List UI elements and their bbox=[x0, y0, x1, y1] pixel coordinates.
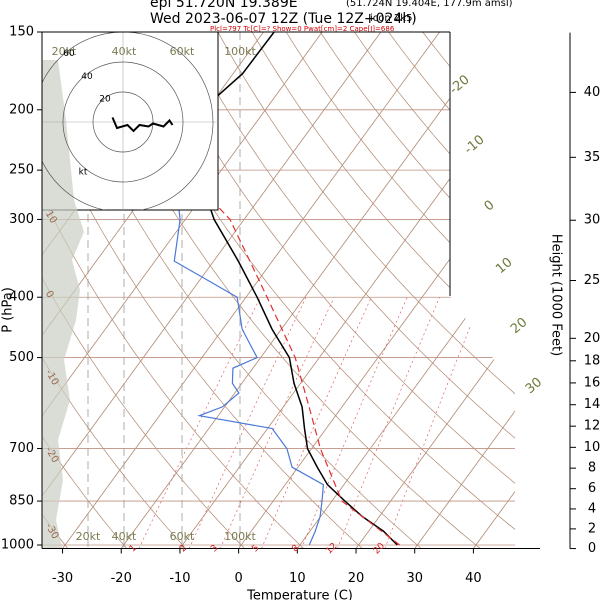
y-tick-label: 850 bbox=[9, 494, 34, 509]
isotherm-label: 30 bbox=[523, 375, 545, 397]
y-tick-label: 1000 bbox=[1, 538, 34, 553]
hodo-ring bbox=[62, 61, 184, 183]
mixing-ratio-line bbox=[138, 297, 261, 549]
isotherm-label: -20 bbox=[447, 72, 473, 97]
x-tick-label: 40 bbox=[465, 571, 482, 586]
y-tick-label: 150 bbox=[9, 25, 34, 40]
mixing-ratio-label: 2 bbox=[178, 543, 189, 554]
y-tick-label: 250 bbox=[9, 163, 34, 178]
mixing-ratio-label: 1 bbox=[128, 543, 139, 554]
profile-line bbox=[201, 189, 401, 546]
y2-tick-label: 4 bbox=[588, 501, 596, 516]
location: epi 51.720N 19.389E bbox=[150, 0, 298, 11]
y2-tick-label: 12 bbox=[584, 419, 600, 434]
isotherm bbox=[120, 32, 499, 549]
mixing-ratio-line bbox=[301, 297, 408, 549]
isotherm-label: 20 bbox=[508, 315, 530, 337]
isotherm bbox=[238, 32, 515, 549]
mixing-ratio-label: 5 bbox=[250, 543, 261, 554]
dry-adiabat bbox=[183, 32, 515, 549]
y2-tick-label: 20 bbox=[584, 331, 600, 346]
hodo-ring-label: 20 bbox=[99, 95, 111, 105]
dry-adiabat bbox=[456, 32, 515, 549]
isotherm bbox=[62, 32, 440, 549]
wind-scale-label: 40kt bbox=[112, 530, 137, 543]
x-tick-label: 20 bbox=[348, 571, 365, 586]
wind-scale-label: 60kt bbox=[170, 530, 195, 543]
isotherm-label: 0 bbox=[482, 198, 498, 215]
run-time: Wed 2023-06-07 12Z (Tue 12Z+024h) bbox=[150, 11, 417, 27]
hodo-unit: kt bbox=[79, 168, 88, 178]
isotherm bbox=[42, 32, 382, 549]
y2-tick-label: 40 bbox=[584, 85, 600, 100]
coordinates: (51.724N 19.404E, 177.9m amsl) bbox=[346, 0, 513, 9]
y2-tick-label: 0 bbox=[588, 541, 596, 556]
y2-tick-label: 16 bbox=[584, 375, 600, 390]
y-tick-label: 500 bbox=[9, 350, 34, 365]
hodo-trace bbox=[111, 117, 174, 133]
y-tick-label: 200 bbox=[9, 102, 34, 117]
mixing-ratio-label: 12 bbox=[324, 541, 339, 556]
mixing-ratio-label: 8 bbox=[290, 543, 301, 554]
dry-adiabat bbox=[42, 32, 304, 549]
x-tick-label: -30 bbox=[52, 571, 73, 586]
hodo-ring bbox=[42, 32, 214, 210]
mixing-ratio-line bbox=[261, 297, 372, 549]
dry-adiabat bbox=[490, 32, 515, 549]
y2-tick-label: 2 bbox=[588, 521, 596, 536]
wind-scale-label-top: 20kt bbox=[52, 45, 77, 58]
mixing-ratio-line bbox=[188, 297, 307, 549]
terrain bbox=[42, 60, 84, 548]
hodo-ring bbox=[92, 91, 154, 153]
hodo-ring-label: 60 bbox=[63, 49, 75, 59]
model: icon 2k5 bbox=[370, 13, 412, 24]
x-tick-label: -10 bbox=[169, 571, 190, 586]
isotherm bbox=[355, 32, 515, 549]
x-tick-label: 10 bbox=[289, 571, 306, 586]
x-tick-label: 0 bbox=[234, 571, 242, 586]
wind-scale-label-top: 40kt bbox=[112, 45, 137, 58]
isotherm bbox=[473, 32, 515, 549]
wind-scale-label-top: 60kt bbox=[170, 45, 195, 58]
y2-tick-label: 35 bbox=[584, 150, 600, 165]
mixing-ratio-label: 20 bbox=[372, 541, 387, 556]
dry-adiabat bbox=[217, 32, 515, 549]
wind-scale-label: 20kt bbox=[76, 530, 101, 543]
y2-tick-label: 14 bbox=[584, 397, 600, 412]
hodo-ring-label: 40 bbox=[81, 72, 93, 82]
dry-adiabat bbox=[354, 32, 515, 549]
isotherm bbox=[42, 32, 323, 549]
y2-axis-title: Height (1000 Feet) bbox=[549, 234, 564, 356]
y2-tick-label: 6 bbox=[588, 481, 596, 496]
x-axis-title: Temperature (C) bbox=[246, 589, 353, 600]
y2-tick-label: 30 bbox=[584, 213, 600, 228]
wind-scale-label: 100kt bbox=[224, 530, 256, 543]
mixing-ratio-line bbox=[384, 297, 483, 549]
y2-tick-label: 25 bbox=[584, 273, 600, 288]
x-tick-label: 30 bbox=[406, 571, 423, 586]
y-tick-label: 300 bbox=[9, 212, 34, 227]
y-tick-label: 400 bbox=[9, 290, 34, 305]
isotherm-label: 10 bbox=[493, 255, 515, 277]
y-axis-title: P (hPa) bbox=[1, 287, 16, 333]
mixing-ratio-line bbox=[337, 297, 440, 549]
mixing-ratio-label: 3 bbox=[209, 543, 220, 554]
y-tick-label: 700 bbox=[9, 441, 34, 456]
wind-scale-label-top: 100kt bbox=[224, 45, 256, 58]
mixing-ratio-line bbox=[220, 297, 335, 549]
x-tick-label: -20 bbox=[111, 571, 132, 586]
isotherm bbox=[414, 32, 515, 549]
y2-tick-label: 18 bbox=[584, 353, 600, 368]
dry-adiabat bbox=[320, 32, 515, 549]
y2-tick-label: 10 bbox=[584, 440, 600, 455]
dry-adiabat bbox=[42, 32, 186, 549]
isotherm-label: -10 bbox=[462, 132, 488, 157]
y2-tick-label: 8 bbox=[588, 461, 596, 476]
indices: Plcl=797 Tc[C]=? Show=0 Pwat[cm]=2 Cape[… bbox=[210, 25, 395, 33]
dry-adiabat-label: 0 bbox=[43, 289, 56, 300]
